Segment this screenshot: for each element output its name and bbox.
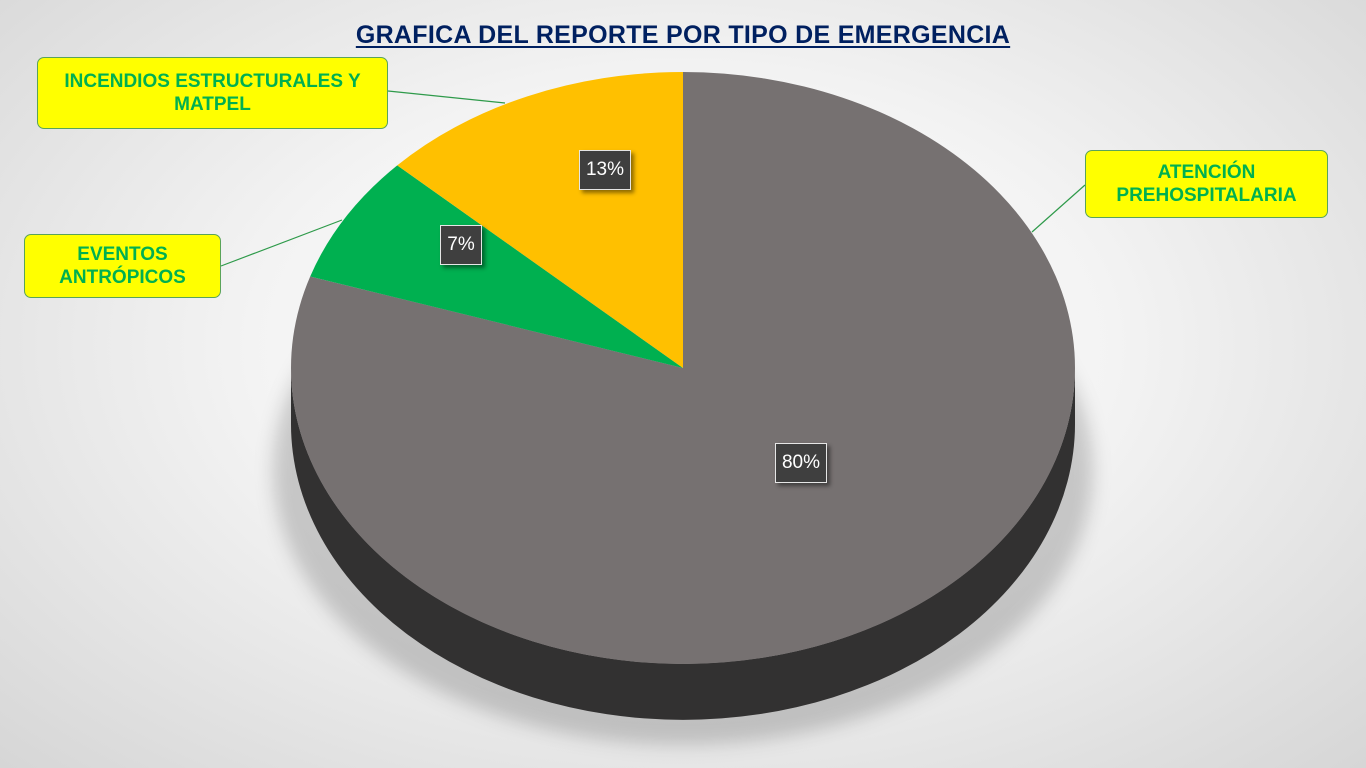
leader-lines [220, 90, 1086, 267]
pie-side-layer [291, 368, 1075, 720]
data-label-atencion-prehospitalaria: 80% [775, 443, 827, 483]
pie-slice-eventos-antropicos [310, 165, 683, 368]
leader-line-atencion-prehospitalaria [1031, 184, 1086, 233]
pie-slice-incendios-estructurales-y-matpel [397, 72, 683, 368]
leader-line-eventos-antropicos [220, 219, 343, 267]
category-label-atencion-prehospitalaria: ATENCIÓN PREHOSPITALARIA [1085, 150, 1328, 218]
category-label-eventos-antropicos: EVENTOS ANTRÓPICOS [24, 234, 221, 298]
chart-title: GRAFICA DEL REPORTE POR TIPO DE EMERGENC… [0, 14, 1366, 51]
data-label-eventos-antropicos: 7% [440, 225, 482, 265]
pie-top-layer [291, 72, 1076, 664]
leader-line-incendios-estructurales-y-matpel [387, 90, 506, 104]
category-label-incendios-estructurales-y-matpel: INCENDIOS ESTRUCTURALES Y MATPEL [37, 57, 388, 129]
pie-side-shade [291, 368, 1075, 720]
data-label-incendios-estructurales-y-matpel: 13% [579, 150, 631, 190]
pie-side-atencion-prehospitalaria [291, 368, 1075, 720]
chart-title-text: GRAFICA DEL REPORTE POR TIPO DE EMERGENC… [355, 21, 1011, 49]
